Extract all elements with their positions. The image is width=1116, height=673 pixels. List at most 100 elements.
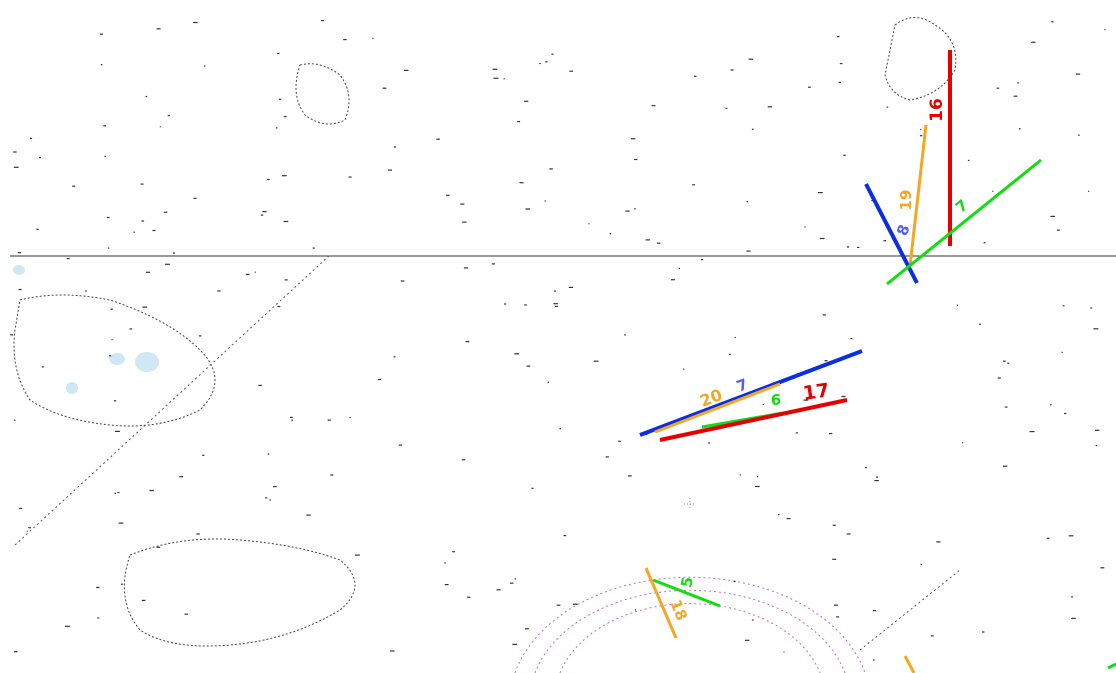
sounding-mark: [818, 192, 823, 194]
sounding-mark: [956, 304, 959, 306]
sounding-mark: [512, 643, 517, 645]
sounding-mark: [66, 258, 70, 260]
shallow-patch-3: [66, 382, 78, 394]
sounding-mark: [931, 635, 934, 637]
sounding-mark: [141, 599, 146, 601]
sounding-mark: [492, 68, 498, 70]
sounding-mark: [1003, 360, 1006, 362]
middle-bearing-cluster: 7 20 6 17: [639, 349, 863, 442]
sounding-mark: [1068, 535, 1074, 537]
sounding-mark: [1064, 412, 1067, 415]
sounding-mark: [18, 288, 22, 291]
sounding-mark: [967, 159, 970, 161]
sounding-mark: [1017, 82, 1020, 84]
sounding-mark: [503, 78, 505, 80]
sounding-mark: [846, 246, 850, 248]
sounding-mark: [327, 419, 331, 421]
sounding-mark: [645, 239, 650, 241]
sounding-mark: [462, 221, 467, 223]
sounding-mark: [106, 216, 110, 219]
sounding-mark: [26, 530, 28, 532]
sounding-mark: [1051, 21, 1054, 23]
sounding-mark: [100, 64, 103, 66]
sounding-mark: [857, 246, 860, 248]
dotted-track-line-2: [859, 569, 961, 651]
sounding-mark: [117, 491, 120, 494]
sounding-mark: [283, 116, 287, 118]
sounding-mark: [824, 360, 828, 362]
sounding-mark: [531, 487, 534, 489]
sounding-mark: [184, 613, 189, 615]
sounding-mark: [269, 499, 271, 501]
sounding-mark: [872, 610, 877, 612]
sounding-mark: [627, 475, 632, 477]
coastline-northeast: [884, 17, 957, 101]
sounding-mark: [13, 151, 17, 153]
sounding-mark: [544, 200, 546, 202]
sounding-mark: [217, 290, 221, 292]
bearing-label-7: 7: [952, 196, 972, 216]
sounding-mark: [839, 63, 843, 65]
sounding-mark: [103, 125, 107, 127]
sounding-mark: [838, 81, 841, 83]
sounding-mark: [290, 416, 293, 418]
shallow-patch-2: [109, 353, 125, 365]
sounding-mark: [746, 250, 751, 252]
bearing-label-17: 17: [802, 379, 831, 404]
sounding-mark: [708, 442, 710, 444]
sounding-mark: [873, 659, 875, 661]
sounding-mark: [819, 237, 825, 240]
sounding-mark: [107, 247, 110, 249]
dotted-track-line-1: [14, 254, 331, 546]
bearing-line-green-5: [652, 578, 721, 608]
sounding-mark: [393, 146, 397, 148]
sounding-mark: [803, 399, 809, 401]
sounding-mark: [109, 355, 112, 357]
sounding-mark: [1061, 351, 1063, 353]
sounding-mark: [267, 178, 270, 181]
sounding-mark: [670, 279, 675, 281]
sounding-mark: [149, 489, 154, 492]
sounding-mark: [920, 563, 923, 566]
shallow-patch-1: [135, 352, 159, 372]
sounding-mark: [281, 175, 287, 177]
sounding-mark: [388, 169, 392, 171]
sounding-mark: [1095, 445, 1098, 447]
bearing-line-red-17: [659, 398, 848, 442]
sounding-mark: [843, 154, 846, 156]
shallow-patch-4: [13, 265, 25, 275]
sounding-mark: [874, 480, 879, 482]
sounding-mark: [762, 403, 764, 405]
sounding-mark: [547, 381, 549, 383]
sounding-mark: [634, 208, 636, 210]
sounding-mark: [196, 533, 200, 535]
sounding-mark: [193, 21, 198, 24]
sounding-mark: [1046, 537, 1050, 539]
sounding-mark: [729, 353, 731, 355]
sounding-mark: [463, 267, 469, 269]
compass-rose: [514, 498, 866, 673]
sounding-mark: [504, 303, 507, 305]
sounding-mark: [258, 384, 262, 386]
sounding-mark: [118, 522, 124, 524]
sounding-mark: [568, 286, 573, 288]
sounding-mark: [734, 336, 736, 339]
sounding-mark: [372, 37, 374, 39]
sounding-mark: [262, 211, 267, 213]
sounding-mark: [291, 419, 293, 421]
sounding-mark: [145, 95, 148, 98]
sounding-mark: [539, 62, 541, 65]
sounding-mark: [254, 271, 256, 273]
sounding-mark: [514, 353, 519, 355]
sounding-mark: [113, 400, 117, 402]
sounding-mark: [159, 126, 161, 128]
sounding-mark: [152, 229, 156, 232]
sounding-mark: [312, 247, 315, 249]
sounding-mark: [979, 323, 981, 325]
sounding-mark: [563, 535, 567, 537]
sounding-mark: [865, 467, 867, 469]
sounding-mark: [14, 651, 18, 653]
sounding-mark: [524, 100, 529, 102]
sounding-mark: [514, 578, 517, 580]
sounding-mark: [651, 105, 656, 107]
